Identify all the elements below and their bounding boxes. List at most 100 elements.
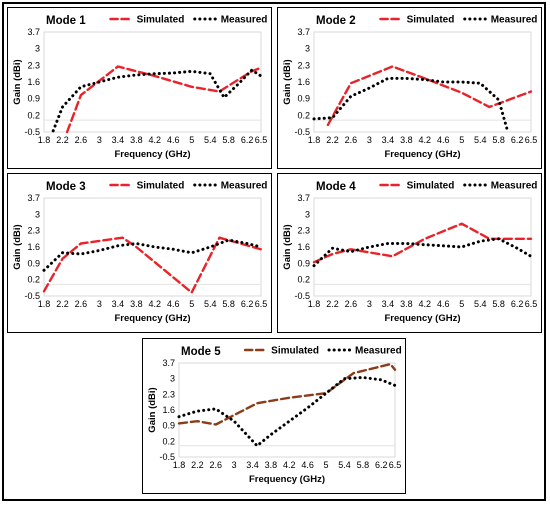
x-tick-label: 2.6 xyxy=(75,135,88,145)
series-line-simulated xyxy=(177,362,397,426)
x-tick-label: 5 xyxy=(324,460,329,470)
y-tick-label: 2.3 xyxy=(27,226,40,236)
chart-title: Mode 5 xyxy=(181,346,221,358)
x-tick-label: 4.6 xyxy=(437,299,450,309)
x-tick-label: 5.4 xyxy=(474,299,487,309)
x-tick-label: 6.5 xyxy=(255,135,268,145)
chart-title: Mode 3 xyxy=(46,181,86,193)
x-tick-label: 4.6 xyxy=(437,135,450,145)
x-tick-label: 6.2 xyxy=(511,299,524,309)
y-tick-label: -0.5 xyxy=(24,127,40,137)
y-tick-label: 0.2 xyxy=(27,110,40,120)
y-tick-label: 3.7 xyxy=(27,193,40,203)
gain-chart: -0.5 0.2 0.9 1.6 2.3 3 3.7 1.8 2.2 2.6 3 3.4 3.8 4.2 4… xyxy=(147,346,402,486)
x-tick-label: 6.5 xyxy=(255,299,268,309)
x-tick-label: 5.8 xyxy=(357,460,370,470)
x-tick-label: 3.8 xyxy=(130,299,143,309)
y-tick-label: 2.3 xyxy=(162,389,175,399)
x-tick-label: 4.2 xyxy=(149,135,162,145)
legend-label: Measured xyxy=(355,346,402,357)
y-axis-label: Gain (dBi) xyxy=(147,387,158,432)
x-tick-label: 6.2 xyxy=(375,460,388,470)
legend-label: Measured xyxy=(491,15,538,26)
mode-2-panel: -0.5 0.2 0.9 1.6 2.3 3 3.7 1.8 2.2 2.6 3 3.4 3.8 4.2 4… xyxy=(277,7,542,169)
y-tick-label: 1.6 xyxy=(297,77,310,87)
x-tick-label: 5.8 xyxy=(492,299,505,309)
y-axis-label: Gain (dBi) xyxy=(282,224,293,269)
y-tick-label: 1.6 xyxy=(297,242,310,252)
x-tick-label: 5.8 xyxy=(222,135,235,145)
y-tick-label: 2.3 xyxy=(27,60,40,70)
series-line-simulated xyxy=(326,65,533,127)
x-tick-label: 3.8 xyxy=(265,460,278,470)
y-tick-label: 3 xyxy=(35,44,40,54)
gain-chart: -0.5 0.2 0.9 1.6 2.3 3 3.7 1.8 2.2 2.6 3 3.4 3.8 4.2 4… xyxy=(282,15,538,161)
x-tick-label: 6.2 xyxy=(241,299,254,309)
mode-1-panel: -0.5 0.2 0.9 1.6 2.3 3 3.7 1.8 2.2 2.6 3 3.4 3.8 4.2 4… xyxy=(7,7,272,169)
series-line-simulated xyxy=(65,65,263,134)
x-tick-label: 4.6 xyxy=(167,299,180,309)
x-tick-label: 5.8 xyxy=(222,299,235,309)
mode-4-panel: -0.5 0.2 0.9 1.6 2.3 3 3.7 1.8 2.2 2.6 3 3.4 3.8 4.2 4… xyxy=(277,173,542,333)
x-axis-label: Frequency (GHz) xyxy=(114,313,190,324)
x-tick-label: 6.2 xyxy=(511,135,524,145)
x-tick-label: 3.4 xyxy=(382,299,395,309)
x-tick-label: 5.4 xyxy=(474,135,487,145)
y-tick-label: 3 xyxy=(170,374,175,384)
mode-3-panel: -0.5 0.2 0.9 1.6 2.3 3 3.7 1.8 2.2 2.6 3 3.4 3.8 4.2 4… xyxy=(7,173,272,333)
x-tick-label: 3 xyxy=(97,135,102,145)
y-tick-label: 3 xyxy=(305,209,310,219)
y-tick-label: 0.9 xyxy=(162,421,175,431)
x-tick-label: 2.2 xyxy=(56,299,69,309)
y-tick-label: 0.2 xyxy=(297,110,310,120)
y-axis-label: Gain (dBi) xyxy=(12,59,23,104)
y-tick-label: 0.9 xyxy=(297,258,310,268)
x-tick-label: 3.8 xyxy=(130,135,143,145)
y-tick-label: 3.7 xyxy=(162,358,175,368)
y-tick-label: 0.9 xyxy=(27,94,40,104)
x-tick-label: 6.5 xyxy=(525,135,538,145)
x-tick-label: 1.8 xyxy=(38,135,51,145)
plot-area xyxy=(43,31,262,133)
y-tick-label: -0.5 xyxy=(24,291,40,301)
legend-label: Measured xyxy=(221,181,268,192)
x-tick-label: 2.6 xyxy=(345,135,358,145)
y-tick-label: 3.7 xyxy=(27,27,40,37)
series-line-measured xyxy=(51,68,263,133)
x-tick-label: 4.6 xyxy=(301,460,314,470)
x-tick-label: 2.2 xyxy=(191,460,204,470)
x-tick-label: 3.8 xyxy=(400,299,413,309)
y-tick-label: 3.7 xyxy=(297,193,310,203)
legend-label: Measured xyxy=(221,15,268,26)
mode-5-panel: -0.5 0.2 0.9 1.6 2.3 3 3.7 1.8 2.2 2.6 3 3.4 3.8 4.2 4… xyxy=(142,338,406,494)
plot-area xyxy=(43,197,262,297)
x-tick-label: 3.4 xyxy=(382,135,395,145)
y-tick-label: 0.9 xyxy=(297,94,310,104)
x-tick-label: 6.5 xyxy=(525,299,538,309)
y-tick-label: 3 xyxy=(35,209,40,219)
y-tick-label: 0.2 xyxy=(162,436,175,446)
x-axis-label: Frequency (GHz) xyxy=(384,313,460,324)
y-tick-label: 1.6 xyxy=(27,77,40,87)
legend-label: Simulated xyxy=(271,346,319,357)
x-axis-label: Frequency (GHz) xyxy=(114,149,190,160)
series-line-measured xyxy=(42,238,263,272)
y-tick-label: 0.2 xyxy=(297,275,310,285)
gain-chart: -0.5 0.2 0.9 1.6 2.3 3 3.7 1.8 2.2 2.6 3 3.4 3.8 4.2 4… xyxy=(282,181,538,325)
legend-label: Simulated xyxy=(137,15,185,26)
legend-label: Simulated xyxy=(407,181,455,192)
x-tick-label: 5.4 xyxy=(204,135,217,145)
x-tick-label: 5 xyxy=(189,299,194,309)
x-tick-label: 1.8 xyxy=(308,299,321,309)
chart-title: Mode 4 xyxy=(316,181,356,193)
series-line-measured xyxy=(312,76,510,134)
x-tick-label: 3 xyxy=(232,460,237,470)
y-tick-label: 3 xyxy=(305,44,310,54)
x-tick-label: 5.8 xyxy=(492,135,505,145)
x-tick-label: 6.5 xyxy=(389,460,402,470)
x-tick-label: 5 xyxy=(459,299,464,309)
x-tick-label: 5 xyxy=(459,135,464,145)
legend-label: Measured xyxy=(491,181,538,192)
series-line-measured xyxy=(312,237,533,268)
x-tick-label: 1.8 xyxy=(173,460,186,470)
